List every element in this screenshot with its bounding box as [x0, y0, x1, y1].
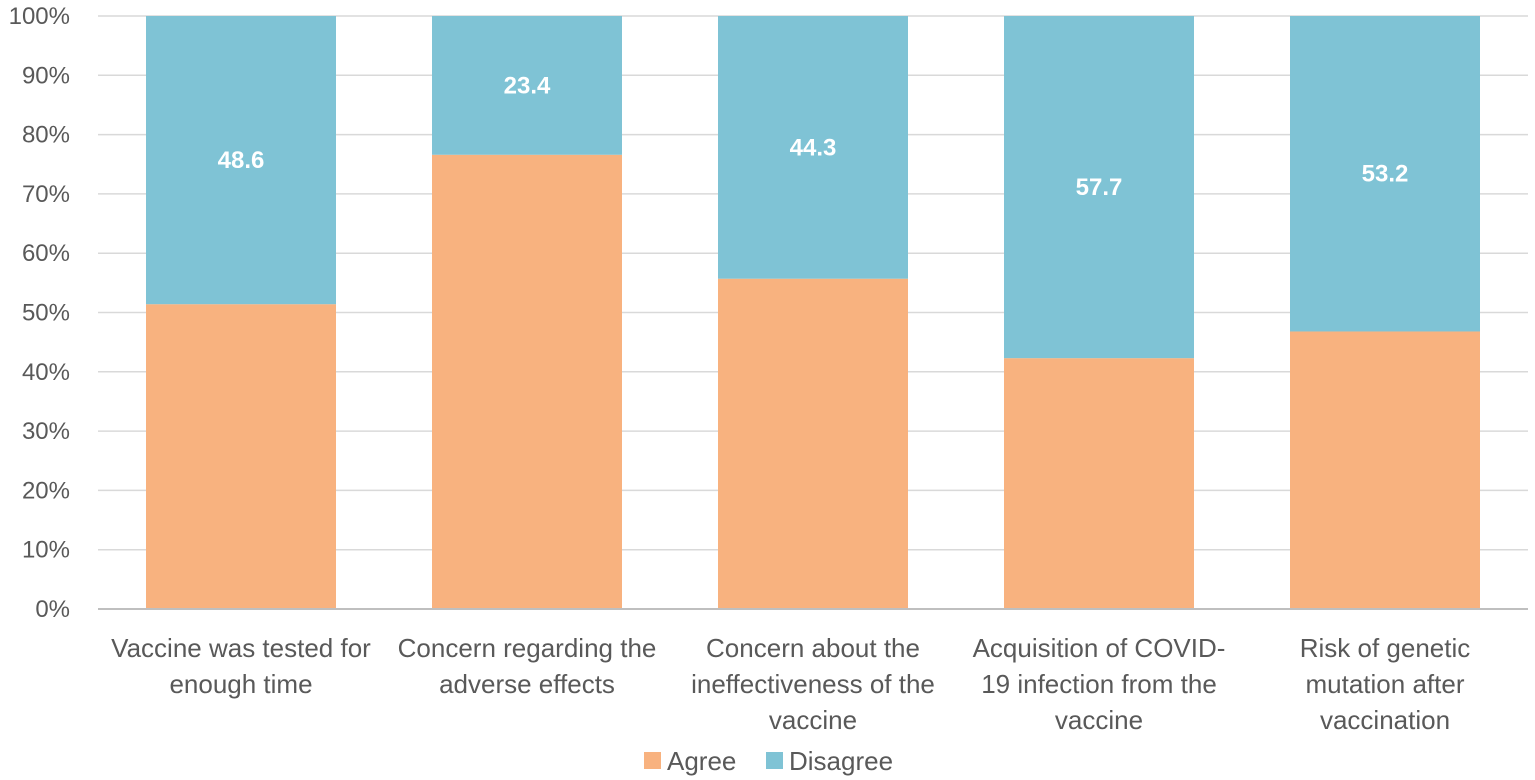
data-label-disagree: 53.2 — [1362, 161, 1409, 188]
bar-agree-2 — [432, 154, 622, 609]
y-tick-label: 70% — [22, 181, 70, 208]
x-category-label: vaccine — [769, 705, 857, 735]
x-category-label: Concern about the — [706, 633, 920, 663]
x-category-label: vaccination — [1320, 705, 1450, 735]
data-label-disagree: 48.6 — [218, 147, 265, 174]
x-category-label: ineffectiveness of the — [691, 669, 935, 699]
bar-disagree-5 — [1290, 16, 1480, 332]
y-tick-label: 20% — [22, 477, 70, 504]
bar-agree-4 — [1004, 358, 1194, 609]
x-category-label: enough time — [169, 669, 312, 699]
x-category-label: mutation after — [1306, 669, 1465, 699]
axes: 0% 10% 20% 30% 40% 50% 60% 70% 80% 90% 100% Vaccine… — [9, 3, 1528, 735]
y-tick-label: 80% — [22, 122, 70, 149]
legend-swatch-disagree — [766, 752, 783, 769]
bar-disagree-3 — [718, 16, 908, 279]
data-label-disagree: 44.3 — [790, 134, 837, 161]
x-category-label: adverse effects — [439, 669, 615, 699]
y-tick-label: 100% — [9, 3, 70, 30]
x-category-label: Risk of genetic — [1300, 633, 1471, 663]
legend: Agree Disagree — [644, 746, 893, 776]
bar-disagree-4 — [1004, 16, 1194, 359]
x-category-label: Vaccine was tested for — [111, 633, 371, 663]
bars — [146, 16, 1480, 609]
x-category-label: 19 infection from the — [981, 669, 1217, 699]
legend-label-disagree: Disagree — [789, 746, 893, 776]
y-tick-label: 10% — [22, 537, 70, 564]
x-category-label: Concern regarding the — [398, 633, 657, 663]
bar-agree-1 — [146, 304, 336, 609]
bar-disagree-1 — [146, 16, 336, 305]
data-label-disagree: 23.4 — [504, 72, 551, 99]
legend-label-agree: Agree — [667, 746, 736, 776]
data-label-disagree: 57.7 — [1076, 174, 1123, 201]
bar-agree-5 — [1290, 331, 1480, 609]
bar-agree-3 — [718, 278, 908, 609]
y-tick-label: 60% — [22, 240, 70, 267]
bar-disagree-2 — [432, 16, 622, 155]
legend-swatch-agree — [644, 752, 661, 769]
y-tick-label: 50% — [22, 300, 70, 327]
x-category-label: vaccine — [1055, 705, 1143, 735]
y-tick-label: 30% — [22, 418, 70, 445]
y-tick-label: 40% — [22, 359, 70, 386]
y-tick-label: 0% — [35, 596, 70, 623]
data-labels: 48.6 23.4 44.3 57.7 53.2 — [218, 72, 1409, 201]
x-category-label: Acquisition of COVID- — [973, 633, 1226, 663]
y-tick-label: 90% — [22, 62, 70, 89]
